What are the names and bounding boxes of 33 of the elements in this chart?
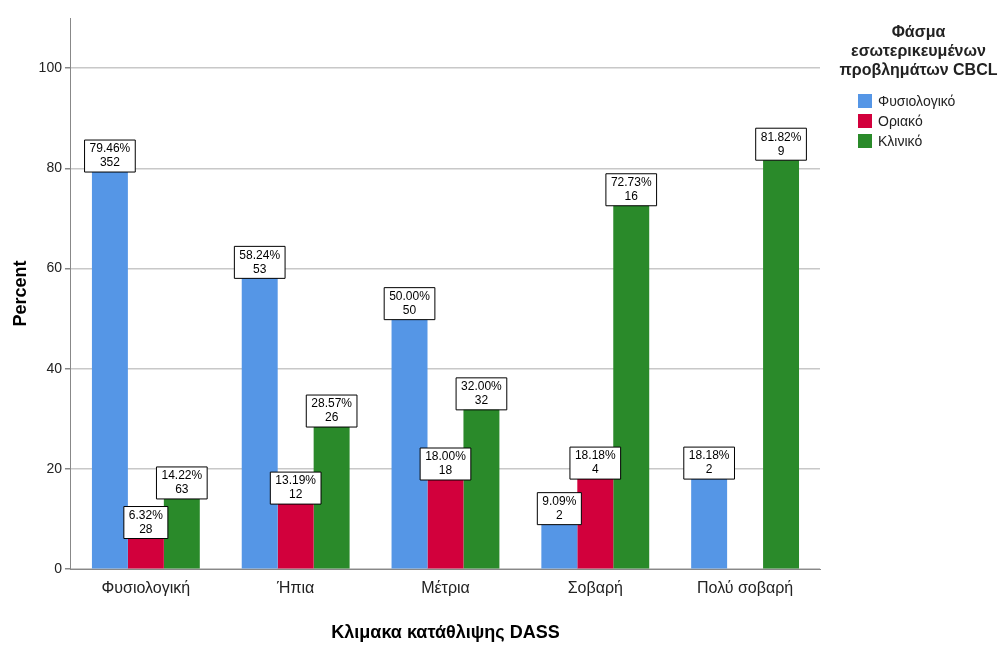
x-axis-title: Κλιμακα κατάθλιψης DASS xyxy=(331,622,560,643)
bar xyxy=(391,318,428,569)
data-label: 81.82% 9 xyxy=(760,129,802,158)
data-label: 18.18% 2 xyxy=(688,448,730,477)
x-tick-label: Ήπια xyxy=(276,579,315,597)
x-tick-label: Μέτρια xyxy=(421,579,470,597)
y-tick-label: 80 xyxy=(46,159,63,176)
y-tick-label: 0 xyxy=(54,560,63,577)
x-tick-label: Σοβαρή xyxy=(567,579,623,597)
legend-label: Φυσιολογικό xyxy=(878,93,956,109)
legend-title: Φάσμα εσωτερικευμένων προβλημάτων CBCL xyxy=(838,22,999,79)
data-label: 32.00% 32 xyxy=(461,379,503,408)
data-label: 18.00% 18 xyxy=(425,449,467,478)
data-label: 13.19% 12 xyxy=(275,473,317,502)
bar xyxy=(763,159,800,569)
y-tick-label: 20 xyxy=(46,459,63,476)
data-label: 18.18% 4 xyxy=(574,448,616,477)
y-axis-title: Percent xyxy=(9,260,30,327)
data-label: 28.57% 26 xyxy=(311,396,353,425)
legend-label: Οριακό xyxy=(878,113,923,129)
data-label: 79.46% 352 xyxy=(89,141,131,170)
data-label: 58.24% 53 xyxy=(239,247,281,276)
x-tick-label: Πολύ σοβαρή xyxy=(697,579,794,597)
data-label: 14.22% 63 xyxy=(161,468,203,497)
data-label: 72.73% 16 xyxy=(610,175,652,204)
data-label: 50.00% 50 xyxy=(389,288,431,317)
y-tick-label: 60 xyxy=(46,259,63,276)
y-tick-label: 40 xyxy=(46,359,63,376)
legend-label: Κλινικό xyxy=(878,133,923,149)
data-label: 6.32% 28 xyxy=(128,507,164,536)
x-tick-label: Φυσιολογική xyxy=(101,579,191,597)
data-label: 9.09% 2 xyxy=(542,493,577,522)
y-tick-label: 100 xyxy=(38,58,63,75)
